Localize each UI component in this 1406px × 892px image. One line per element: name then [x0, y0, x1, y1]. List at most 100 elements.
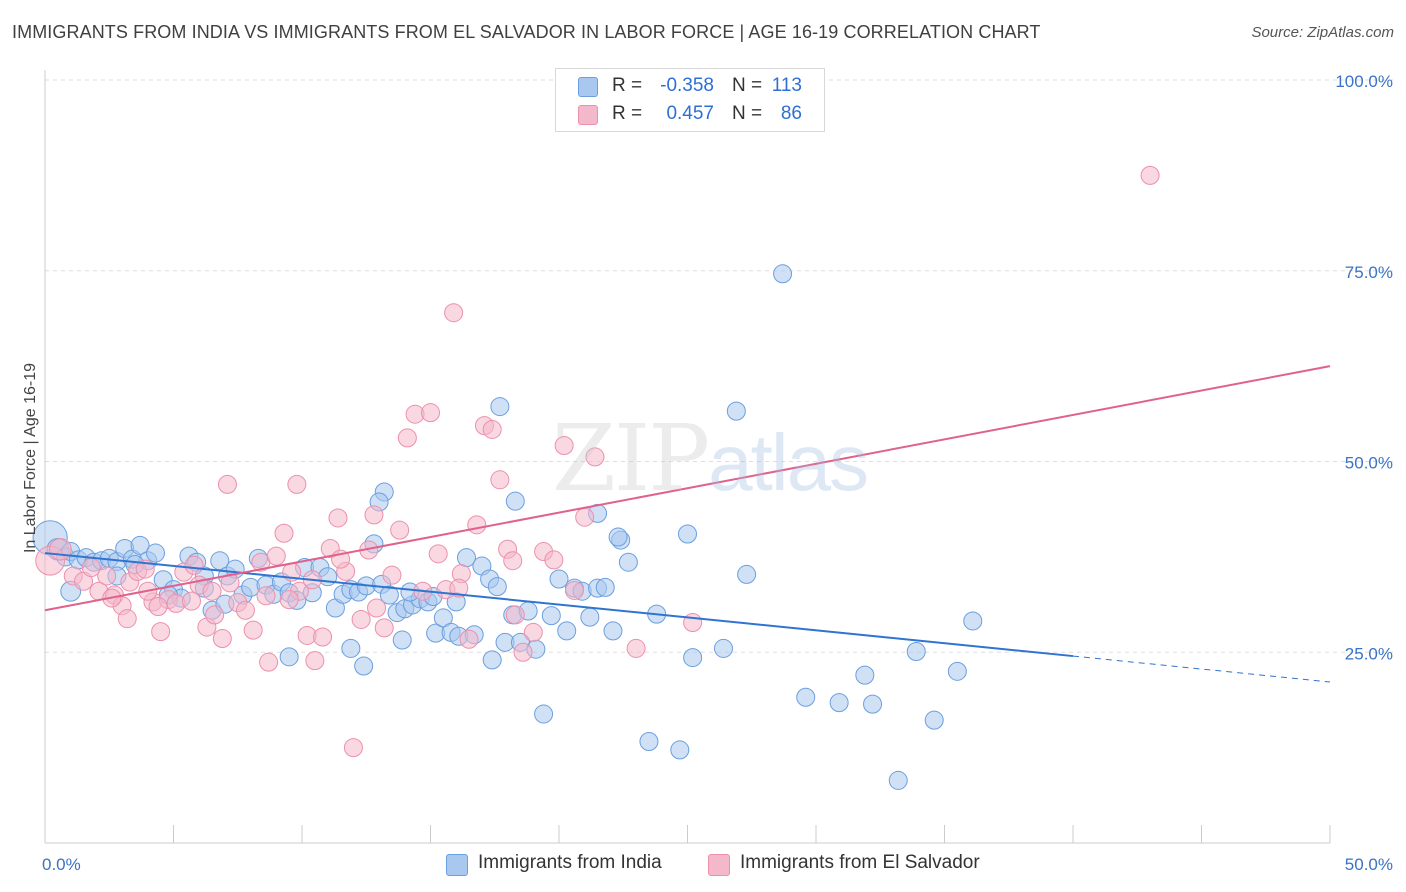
- salvador-point: [212, 629, 232, 649]
- salvador-legend-swatch: [708, 854, 730, 876]
- india-point: [678, 524, 697, 544]
- india-point: [888, 770, 908, 790]
- india-point: [379, 585, 399, 605]
- salvador-point: [117, 609, 137, 629]
- y-axis-label: In Labor Force | Age 16-19: [22, 363, 39, 553]
- salvador-point: [220, 573, 240, 593]
- legend-n-label: N =: [732, 75, 763, 96]
- salvador-point: [374, 618, 394, 638]
- salvador-point: [287, 474, 307, 494]
- india-point: [726, 401, 746, 421]
- salvador-point: [585, 447, 605, 467]
- india-point: [490, 397, 510, 417]
- watermark: ZIPatlas: [552, 405, 869, 512]
- y-tick-label: 25.0%: [1345, 644, 1393, 663]
- india-point: [341, 638, 361, 658]
- stats-legend: R = -0.358 N = 113 R = 0.457 N = 86: [555, 68, 825, 132]
- salvador-point: [503, 551, 523, 571]
- india-point: [279, 647, 299, 667]
- salvador-point: [279, 590, 299, 610]
- india-point: [392, 630, 412, 650]
- x-tick-label-max: 50.0%: [1345, 855, 1393, 874]
- india-point: [829, 693, 849, 713]
- india-point: [534, 704, 554, 724]
- india-point: [639, 732, 659, 752]
- india-points: [32, 264, 983, 790]
- salvador-point: [428, 544, 448, 564]
- india-point: [603, 621, 623, 641]
- salvador-point: [367, 598, 387, 618]
- watermark-zip: ZIP: [552, 405, 710, 512]
- india-point: [737, 564, 757, 584]
- salvador-point: [256, 586, 276, 606]
- salvador-point: [181, 591, 201, 611]
- india-trend-line-extension: [1072, 655, 1331, 683]
- india-point: [947, 661, 967, 681]
- salvador-point: [274, 523, 294, 543]
- india-point: [354, 656, 374, 676]
- x-ticks: [44, 825, 1331, 843]
- india-point: [608, 527, 628, 547]
- india-point: [146, 543, 166, 563]
- india-point: [906, 641, 926, 661]
- india-point: [773, 264, 793, 284]
- salvador-point: [490, 470, 510, 490]
- salvador-point: [305, 651, 325, 671]
- india-point: [924, 710, 944, 730]
- salvador-point: [449, 578, 469, 598]
- salvador-point: [243, 620, 263, 640]
- salvador-point: [328, 508, 348, 528]
- y-tick-labels: 25.0% 50.0% 75.0% 100.0%: [1335, 72, 1393, 663]
- india-point: [595, 577, 615, 597]
- salvador-point: [205, 605, 225, 625]
- india-point: [963, 611, 983, 631]
- india-point: [130, 535, 150, 555]
- india-point: [505, 491, 525, 511]
- salvador-point: [554, 435, 574, 455]
- salvador-point: [390, 520, 410, 540]
- india-point: [549, 569, 569, 589]
- salvador-point: [364, 505, 384, 525]
- india-legend-label: Immigrants from India: [478, 852, 662, 873]
- salvador-point: [184, 555, 204, 575]
- y-tick-label: 50.0%: [1345, 454, 1393, 473]
- salvador-point: [513, 642, 533, 662]
- chart-title: IMMIGRANTS FROM INDIA VS IMMIGRANTS FROM…: [12, 22, 1041, 42]
- salvador-point: [1140, 165, 1160, 185]
- india-point: [855, 665, 875, 685]
- salvador-point: [459, 629, 479, 649]
- india-point: [580, 607, 600, 627]
- india-point: [541, 606, 561, 626]
- salvador-point: [313, 627, 333, 647]
- salvador-point: [544, 550, 564, 570]
- india-point: [863, 694, 883, 714]
- salvador-trend-line: [44, 365, 1331, 612]
- salvador-point: [97, 566, 117, 586]
- legend-r-label: R =: [612, 103, 643, 124]
- salvador-point: [235, 600, 255, 620]
- india-trend-line: [44, 552, 1074, 658]
- legend-r-value: 0.457: [666, 103, 714, 124]
- legend-n-value: 86: [780, 103, 802, 124]
- salvador-point: [421, 403, 440, 423]
- salvador-point: [482, 419, 502, 439]
- salvador-point: [382, 565, 402, 585]
- salvador-point: [467, 515, 487, 535]
- salvador-point: [202, 581, 222, 601]
- grid-lines: [45, 79, 1393, 653]
- source-text: Source: ZipAtlas.com: [1251, 24, 1394, 41]
- salvador-point: [626, 638, 646, 658]
- india-legend-swatch: [446, 854, 468, 876]
- legend-r-label: R =: [612, 75, 643, 96]
- india-point: [796, 687, 816, 707]
- salvador-legend-label: Immigrants from El Salvador: [740, 852, 980, 873]
- watermark-atlas: atlas: [708, 418, 869, 507]
- x-tick-label-min: 0.0%: [42, 855, 81, 874]
- legend-r-value: -0.358: [660, 75, 714, 96]
- salvador-point: [397, 428, 417, 448]
- salvador-point: [148, 596, 168, 616]
- y-tick-label: 100.0%: [1335, 72, 1393, 91]
- salvador-point: [564, 580, 584, 600]
- salvador-point: [151, 622, 171, 642]
- salvador-point: [351, 609, 371, 629]
